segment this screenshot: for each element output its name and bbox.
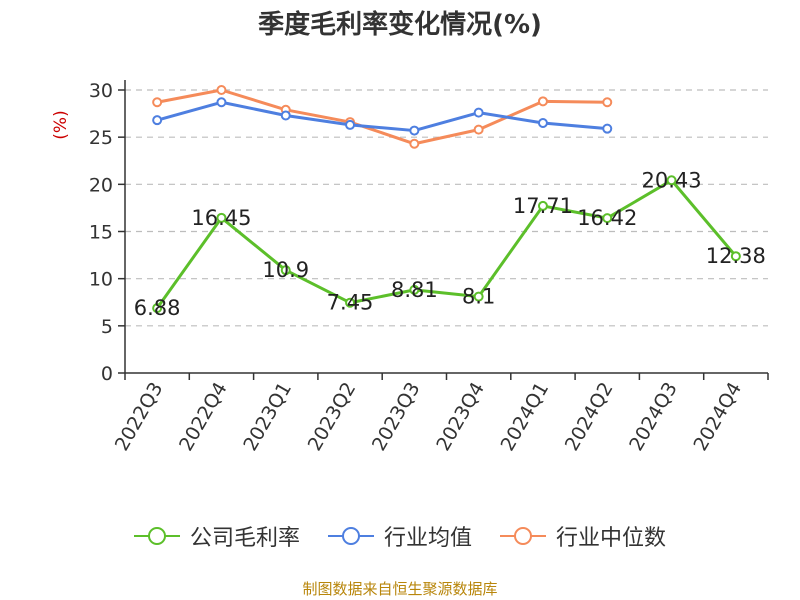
data-label: 8.81 [391,278,438,302]
series-point-2 [537,96,548,107]
series-point-1 [216,97,227,108]
y-tick-label: 10 [89,269,113,291]
series-point-1 [537,118,548,129]
series-point-1 [345,119,356,130]
x-tick-label: 2022Q3 [111,379,168,455]
source-note: 制图数据来自恒生聚源数据库 [302,580,498,598]
series-point-2 [216,85,227,95]
x-tick-label: 2023Q1 [239,379,296,455]
legend-item-industry-median[interactable]: 行业中位数 [500,520,666,552]
legend-label-industry-mean: 行业均值 [383,526,472,551]
x-tick-label: 2024Q2 [561,379,618,455]
x-tick-label: 2024Q3 [625,379,682,455]
series-point-1 [152,115,163,126]
chart-title: 季度毛利率变化情况(%) [258,10,542,40]
x-tick-label: 2024Q4 [689,379,746,455]
legend-label-company: 公司毛利率 [189,526,300,551]
y-tick-label: 30 [89,80,113,102]
x-tick-label: 2024Q1 [497,379,554,455]
data-label: 12.38 [706,244,766,268]
y-tick-label: 5 [101,316,113,338]
series-point-2 [602,97,613,108]
y-tick-label: 0 [101,363,113,385]
x-tick-label: 2022Q4 [175,379,232,455]
series-line-2 [156,88,608,146]
series-point-0 [666,175,677,186]
series-point-0 [409,284,420,295]
data-label: 17.71 [513,194,573,218]
series-point-0 [537,200,548,211]
y-tick-label: 20 [89,174,113,196]
data-label: 10.9 [262,258,309,282]
data-label: 16.42 [577,206,637,230]
x-tick-label: 2023Q4 [432,379,489,455]
series-point-0 [473,291,484,302]
series-point-0 [152,303,163,314]
data-label: 16.45 [191,206,251,230]
y-tick-label: 25 [89,127,113,149]
legend-item-industry-mean[interactable]: 行业均值 [327,520,472,552]
series-point-0 [602,213,613,224]
series-point-1 [473,107,484,118]
series-point-2 [473,124,484,135]
data-label: 20.43 [641,168,701,192]
series-point-0 [216,212,227,223]
series-lines [152,85,741,314]
x-tick-label: 2023Q2 [304,379,361,455]
legend-label-industry-median: 行业中位数 [556,526,667,551]
legend-marker-industry-mean-icon [327,527,374,545]
y-axis-label: (%) [51,110,71,139]
y-tick-label: 15 [89,222,113,244]
series-line-1 [156,100,608,133]
data-label: 7.45 [327,291,374,315]
series-point-1 [280,110,291,121]
legend-item-company[interactable]: 公司毛利率 [133,520,300,552]
legend-marker-company-icon [133,527,180,545]
series-point-1 [409,125,420,136]
data-label: 8.1 [462,285,495,309]
series-point-1 [602,123,613,134]
series-point-2 [152,97,163,108]
series-point-0 [280,265,291,276]
legend: 公司毛利率 行业均值 行业中位数 [0,520,800,552]
series-point-2 [409,138,420,149]
series-point-0 [345,297,356,308]
series-point-0 [730,251,741,262]
series-line-0 [155,178,737,309]
x-tick-label: 2023Q3 [368,379,425,455]
data-label: 6.88 [134,296,181,320]
legend-marker-industry-median-icon [500,527,546,545]
